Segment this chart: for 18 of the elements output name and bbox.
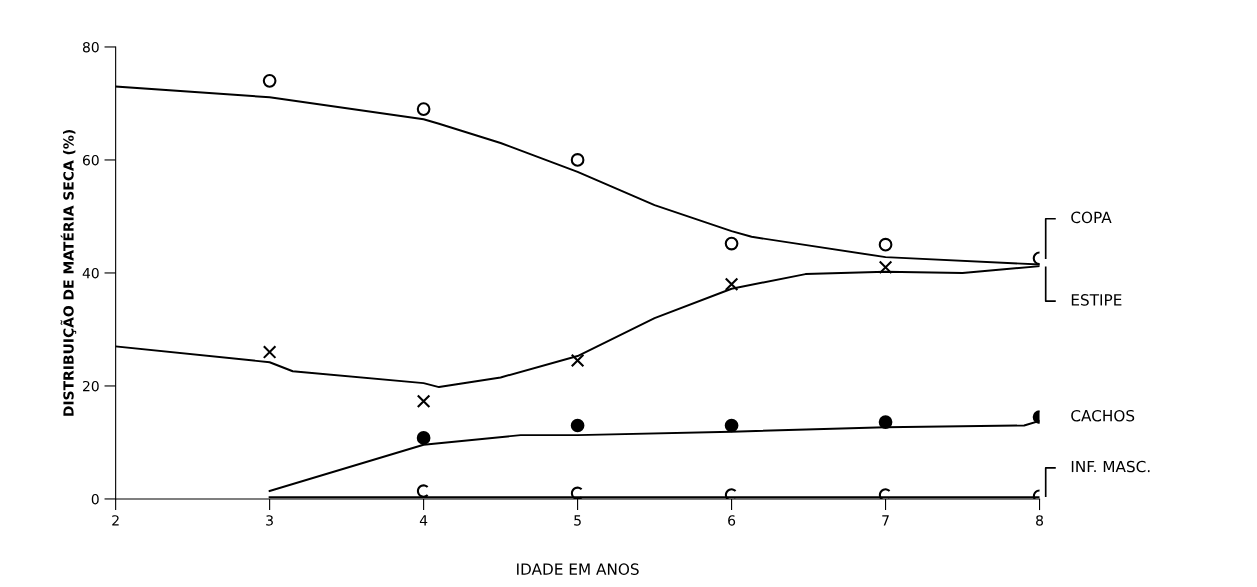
- y-tick-label: 20: [83, 380, 99, 392]
- x-tick-label: 3: [266, 515, 273, 526]
- text: ESTIPE: [1071, 294, 1122, 306]
- text: COPA: [1071, 211, 1112, 224]
- x-tick-label: 2: [112, 515, 119, 526]
- x-tick-label: 5: [574, 515, 581, 526]
- x-axis-title: IDADE EM ANOS: [517, 563, 639, 575]
- y-tick-label: 40: [82, 267, 99, 279]
- x-tick-label: 8: [1036, 515, 1044, 526]
- x-tick-label: 4: [419, 515, 428, 526]
- series-label: CACHOS: [1071, 409, 1135, 422]
- y-axis-title: DISTRIBUIÇÃO DE MATÉRIA SECA (%): [60, 130, 77, 416]
- x-tick-label: 6: [728, 515, 736, 526]
- text: INF. MASC.: [1071, 460, 1150, 473]
- y-tick-label: 60: [82, 154, 99, 166]
- y-tick-label: 0: [91, 493, 99, 505]
- y-tick-label: 80: [82, 41, 99, 53]
- x-tick-label: 7: [882, 515, 889, 526]
